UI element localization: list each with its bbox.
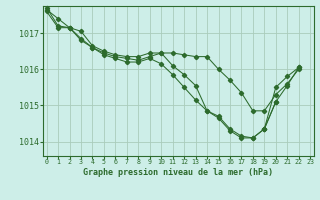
X-axis label: Graphe pression niveau de la mer (hPa): Graphe pression niveau de la mer (hPa) bbox=[84, 168, 273, 177]
